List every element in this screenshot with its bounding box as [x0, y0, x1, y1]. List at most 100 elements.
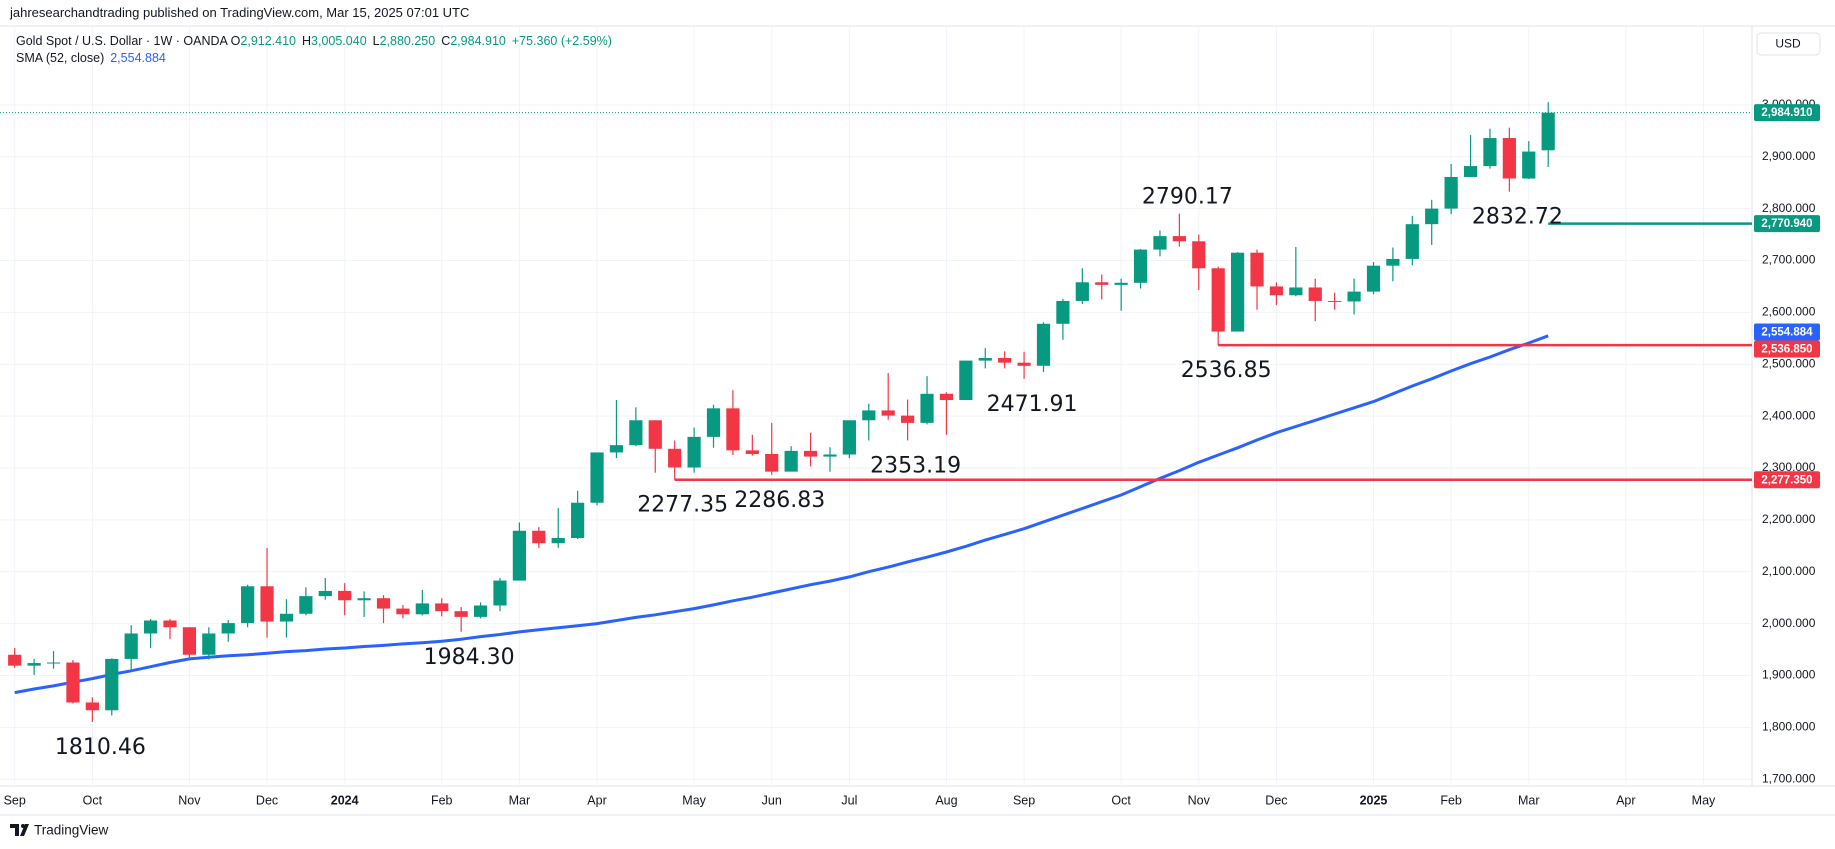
candle-body — [182, 627, 197, 655]
candle-body — [221, 623, 235, 634]
candle-body — [765, 453, 779, 472]
candle-body — [745, 450, 759, 454]
x-tick-label: Oct — [83, 793, 103, 807]
candle-body — [1133, 249, 1148, 283]
candle-body — [163, 620, 177, 628]
price-tag — [1754, 215, 1820, 233]
candle-body — [784, 450, 798, 472]
candle-body — [1095, 282, 1109, 285]
sma-value: 2,554.884 — [110, 51, 166, 65]
y-tick-label: 2,400.000 — [1762, 408, 1816, 422]
y-tick-label: 2,800.000 — [1762, 201, 1816, 215]
candle-body — [1056, 300, 1070, 324]
candle-body — [939, 393, 954, 401]
candle-body — [241, 586, 255, 624]
x-tick-label: May — [682, 793, 706, 807]
candle-body — [8, 654, 22, 666]
candle-body — [105, 658, 119, 711]
candle-body — [668, 448, 682, 468]
candle-body — [143, 620, 158, 634]
x-tick-label: 2025 — [1360, 793, 1388, 807]
candle-body — [920, 393, 934, 423]
price-tag — [1754, 104, 1820, 122]
quote-key: O — [230, 34, 241, 48]
candle-body — [590, 452, 604, 503]
candle-body — [1541, 112, 1555, 151]
candle-body — [1211, 268, 1225, 332]
candle-body — [46, 662, 61, 664]
candle-body — [1153, 236, 1167, 250]
x-tick-label: Jun — [762, 793, 782, 807]
sma-name: SMA (52, close) — [16, 51, 105, 65]
sma-legend: SMA (52, close) 2,554.884 — [16, 51, 166, 65]
candle-body — [66, 662, 80, 703]
candle-body — [1405, 224, 1419, 259]
x-tick-label: Dec — [256, 793, 278, 807]
x-tick-label: 2024 — [331, 793, 359, 807]
candle-body — [881, 410, 895, 416]
candle-body — [376, 598, 391, 609]
quote-value: 2,984.910 — [450, 34, 506, 48]
candle-body — [1328, 300, 1342, 302]
currency-box — [1756, 32, 1821, 56]
candle-body — [726, 408, 740, 451]
annotation: 2277.35 — [637, 493, 728, 518]
y-tick-label: 2,500.000 — [1762, 356, 1816, 370]
y-tick-label: 2,600.000 — [1762, 305, 1816, 319]
quote-key: C — [441, 34, 451, 48]
annotation: 2790.17 — [1142, 185, 1233, 210]
y-tick-label: 2,700.000 — [1762, 253, 1816, 267]
candle-body — [1444, 176, 1458, 209]
candle-body — [27, 663, 41, 666]
x-tick-label: May — [1692, 793, 1716, 807]
annotation: 2353.19 — [870, 453, 961, 478]
candle-body — [1366, 265, 1381, 292]
price-tag — [1754, 340, 1820, 358]
candle-body — [454, 611, 468, 617]
candle-body — [687, 436, 701, 468]
candle-body — [396, 608, 410, 615]
y-tick-label: 2,100.000 — [1762, 564, 1816, 578]
price-tag — [1754, 471, 1820, 489]
candle-body — [202, 633, 216, 655]
candle-body — [706, 408, 721, 437]
x-tick-label: Feb — [1440, 793, 1462, 807]
candle-body — [435, 603, 449, 612]
x-tick-label: Nov — [1188, 793, 1211, 807]
candle-body — [1483, 138, 1497, 167]
candle-body — [1017, 362, 1031, 366]
sma-line — [14, 334, 1549, 695]
candle-body — [299, 596, 313, 614]
candle-body — [279, 613, 294, 622]
candle-body — [473, 605, 488, 617]
candle-body — [1289, 287, 1303, 296]
y-tick-label: 2,200.000 — [1762, 512, 1816, 526]
candle-body — [823, 454, 837, 457]
candle-body — [357, 598, 371, 601]
quote-change: +75.360 (+2.59%) — [511, 34, 612, 48]
x-tick-label: Apr — [1616, 793, 1635, 807]
x-tick-label: Feb — [431, 793, 453, 807]
candle-body — [124, 633, 138, 659]
candle-body — [648, 420, 662, 449]
x-tick-label: Oct — [1111, 793, 1131, 807]
x-tick-label: Nov — [178, 793, 201, 807]
x-tick-label: Jul — [841, 793, 857, 807]
y-tick-label: 1,800.000 — [1762, 720, 1816, 734]
candle-body — [551, 538, 565, 544]
candle-body — [1425, 208, 1439, 225]
annotation: 2832.72 — [1472, 205, 1563, 230]
price-tag-label: 2,536.850 — [1761, 343, 1812, 355]
candle-body — [415, 603, 429, 615]
price-tag — [1754, 323, 1820, 341]
candle-body — [1308, 287, 1322, 301]
y-tick-label: 2,000.000 — [1762, 616, 1816, 630]
quote-value: 2,880.250 — [379, 34, 436, 48]
candle-body — [998, 358, 1012, 363]
price-tag-label: 2,277.350 — [1761, 474, 1812, 486]
candle-body — [1502, 138, 1516, 179]
candle-body — [338, 590, 352, 601]
candle-body — [959, 360, 973, 401]
x-tick-label: Sep — [1013, 793, 1035, 807]
